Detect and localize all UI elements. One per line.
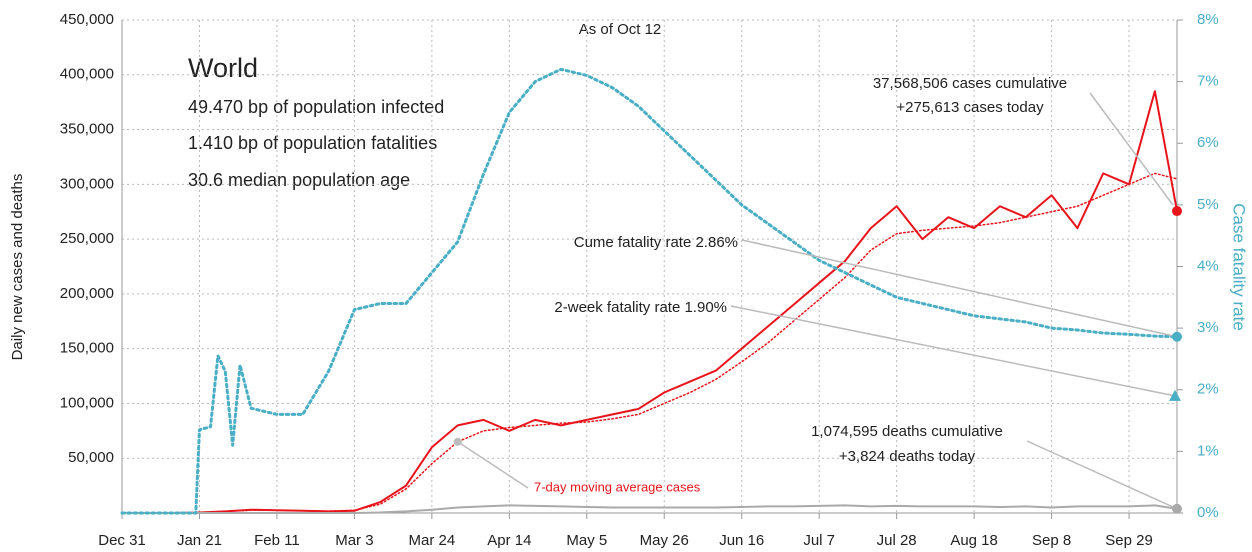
x-tick-label: Jan 21 [177, 532, 222, 549]
y-tick-label: 50,000 [68, 449, 114, 466]
y2-tick-label: 6% [1197, 134, 1219, 151]
info-line: 49.470 bp of population infected [188, 97, 444, 117]
x-tick-label: Feb 11 [254, 532, 300, 549]
x-tick-label: Dec 31 [98, 532, 146, 549]
info-line: 30.6 median population age [188, 170, 410, 190]
label-marker [453, 437, 462, 446]
series-label: 7-day moving average cases [534, 479, 701, 494]
y2-axis-label: Case fatality rate [1230, 203, 1249, 331]
y2-tick-label: 2% [1197, 381, 1219, 398]
annotation: +275,613 cases today [896, 99, 1044, 116]
x-tick-label: Mar 3 [335, 532, 373, 549]
line-series [122, 504, 1178, 514]
y2-tick-label: 8% [1197, 11, 1219, 28]
end-marker [1172, 331, 1182, 342]
annotation: 2-week fatality rate 1.90% [554, 299, 727, 316]
annotation: 1,074,595 deaths cumulative [811, 423, 1003, 440]
y2-tick-label: 4% [1197, 257, 1219, 274]
y-tick-label: 400,000 [60, 66, 114, 83]
leader-line [730, 305, 1176, 397]
x-tick-label: Jul 28 [877, 532, 917, 549]
x-tick-label: Sep 8 [1032, 532, 1071, 549]
x-tick-label: Mar 24 [409, 532, 456, 549]
y2-tick-label: 5% [1197, 196, 1219, 213]
end-marker [1172, 206, 1182, 217]
y2-tick-label: 1% [1197, 442, 1219, 459]
info-line: 1.410 bp of population fatalities [188, 133, 437, 153]
x-tick-label: Aug 18 [950, 532, 998, 549]
leader-line [741, 239, 1178, 338]
end-marker [1172, 503, 1182, 514]
annotation: 37,568,506 cases cumulative [873, 75, 1067, 92]
chart-subtitle: As of Oct 12 [579, 21, 662, 38]
y-tick-label: 200,000 [60, 285, 114, 302]
y2-tick-label: 7% [1197, 73, 1219, 90]
y-axis-label: Daily new cases and deaths [9, 174, 26, 361]
x-tick-label: Jul 7 [803, 532, 835, 549]
y-tick-label: 300,000 [60, 175, 114, 192]
line-series [121, 172, 1178, 514]
x-tick-label: Sep 29 [1105, 532, 1153, 549]
leader-line [457, 441, 529, 489]
annotation: +3,824 deaths today [839, 448, 976, 465]
y-tick-label: 450,000 [60, 11, 114, 28]
line-series [120, 67, 1179, 515]
y-tick-label: 250,000 [60, 230, 114, 247]
end-marker [1169, 389, 1181, 401]
y-tick-label: 350,000 [60, 121, 114, 138]
x-tick-label: Apr 14 [487, 532, 531, 549]
y-tick-label: 100,000 [60, 394, 114, 411]
leader-line [1026, 440, 1178, 510]
leader-line [1089, 92, 1174, 206]
annotation: Cume fatality rate 2.86% [574, 234, 738, 251]
x-tick-label: May 26 [640, 532, 689, 549]
y2-tick-label: 0% [1197, 504, 1219, 521]
chart-title: World [188, 53, 258, 83]
y-tick-label: 150,000 [60, 340, 114, 357]
x-tick-label: May 5 [566, 532, 607, 549]
y2-tick-label: 3% [1197, 319, 1219, 336]
x-tick-label: Jun 16 [719, 532, 764, 549]
